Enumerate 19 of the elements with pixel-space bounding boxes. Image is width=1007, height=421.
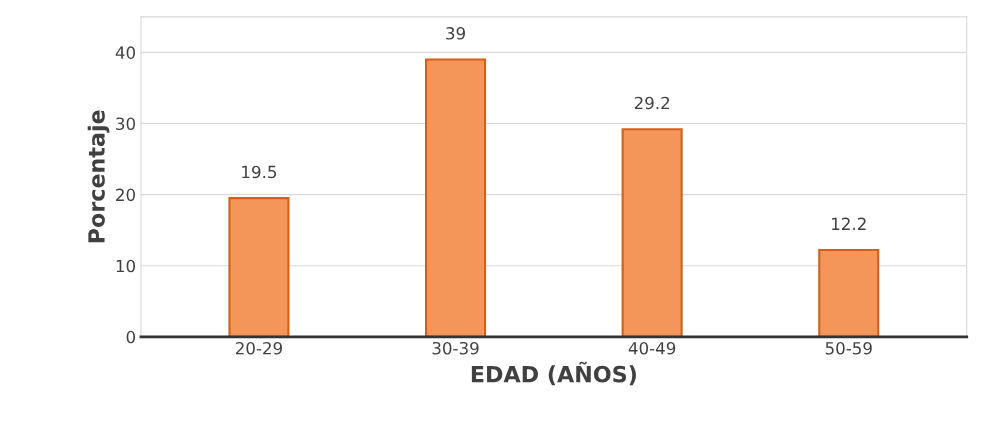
- bar: [621, 128, 683, 337]
- y-tick-label: 40: [115, 46, 136, 59]
- y-axis-title: Porcentaje: [87, 110, 110, 243]
- x-axis-title: EDAD (AÑOS): [471, 361, 636, 386]
- bar: [425, 58, 487, 337]
- bar: [228, 197, 290, 337]
- data-label: 19.5: [242, 165, 277, 179]
- x-tick-label: 50-59: [825, 341, 872, 355]
- bar: [818, 249, 880, 337]
- y-tick-label: 20: [116, 188, 136, 202]
- x-tick-label: 30-39: [432, 341, 479, 355]
- x-tick-label: 20-29: [235, 341, 282, 355]
- y-tick-label: 10: [116, 259, 136, 273]
- y-tick-label: 30: [116, 117, 136, 131]
- x-tick-label: 40-49: [628, 341, 676, 355]
- y-tick-label: 0: [126, 330, 136, 344]
- data-label: 39: [446, 27, 465, 40]
- data-label: 29.2: [634, 96, 670, 110]
- data-label: 12.2: [832, 217, 866, 230]
